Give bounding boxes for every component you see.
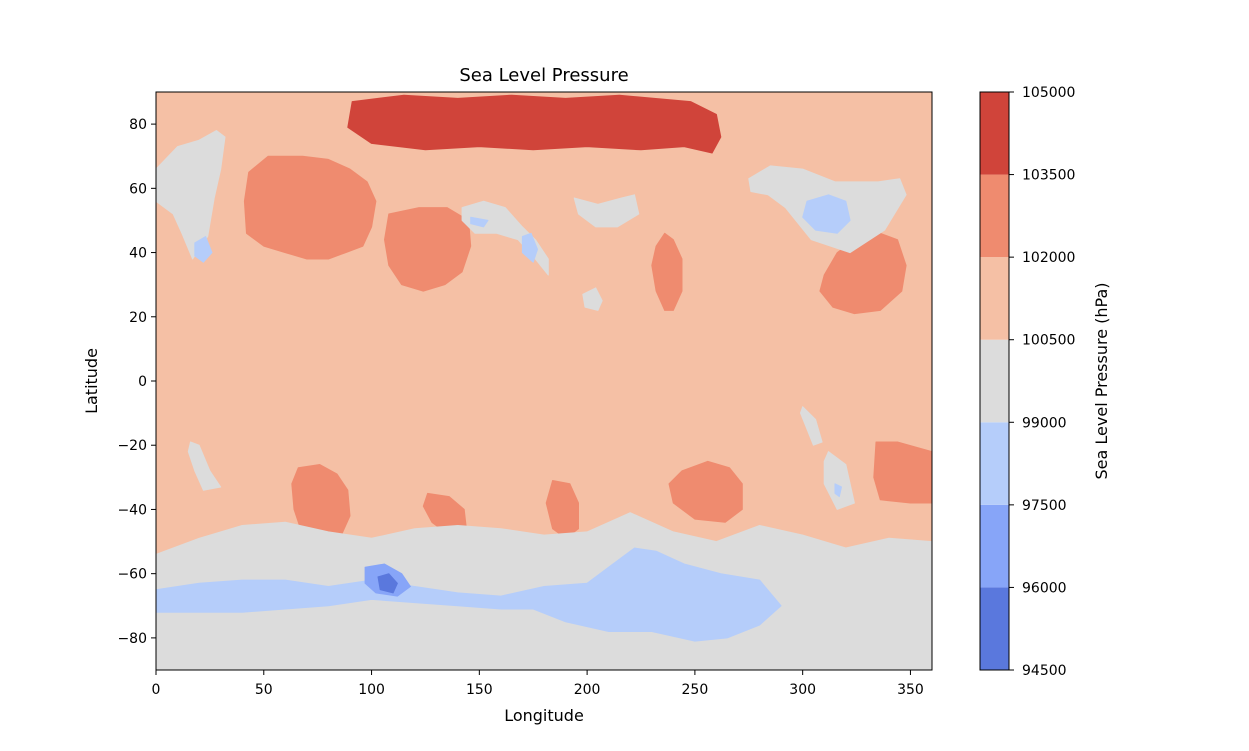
- contour-region-22: [582, 287, 603, 311]
- colorbar-tick-label: 103500: [1022, 168, 1075, 184]
- colorbar-tick-label: 96000: [1022, 580, 1067, 596]
- y-tick-label: 20: [129, 310, 147, 326]
- x-tick-label: 50: [255, 682, 273, 698]
- y-axis-ticks: −80 −60 −40 −20 0 20 40 60 80: [117, 117, 156, 647]
- x-tick-label: 250: [682, 682, 709, 698]
- colorbar-swatch-6: [980, 92, 1009, 175]
- y-tick-label: 60: [129, 181, 147, 197]
- colorbar-swatch-1: [980, 504, 1009, 588]
- contour-region-24: [800, 406, 823, 446]
- y-tick-label: −20: [117, 438, 147, 454]
- x-tick-label: 0: [152, 682, 161, 698]
- x-tick-label: 300: [789, 682, 816, 698]
- colorbar-label: Sea Level Pressure (hPa): [1092, 283, 1111, 480]
- x-tick-label: 200: [574, 682, 601, 698]
- contour-region-17: [802, 194, 851, 234]
- contour-region-15: [194, 236, 213, 263]
- colorbar-tick-label: 102000: [1022, 250, 1075, 266]
- contour-region-1: [243, 155, 377, 260]
- y-tick-label: −40: [117, 502, 147, 518]
- contour-region-21: [573, 194, 640, 228]
- contour-region-9: [873, 441, 932, 504]
- y-tick-label: 80: [129, 117, 147, 133]
- x-tick-label: 150: [466, 682, 493, 698]
- contour-region-8: [668, 460, 743, 523]
- contour-region-25: [823, 451, 855, 510]
- chart-title: Sea Level Pressure: [459, 65, 628, 86]
- colorbar-tick-label: 105000: [1022, 85, 1075, 101]
- x-axis-label: Longitude: [504, 706, 584, 725]
- colorbar-tick-label: 100500: [1022, 333, 1075, 349]
- y-axis-label: Latitude: [82, 348, 101, 414]
- colorbar-tick-label: 97500: [1022, 498, 1067, 514]
- contour-region-2: [384, 207, 472, 292]
- x-tick-label: 100: [358, 682, 385, 698]
- y-tick-label: −80: [117, 631, 147, 647]
- contour-region-0: [347, 94, 722, 154]
- x-tick-label: 350: [897, 682, 924, 698]
- colorbar-tick-label: 99000: [1022, 415, 1067, 431]
- y-tick-label: 0: [138, 374, 147, 390]
- y-tick-label: −60: [117, 567, 147, 583]
- contour-region-14: [156, 130, 226, 260]
- colorbar-tick-label: 94500: [1022, 663, 1067, 679]
- contour-regions: [156, 94, 932, 670]
- contour-region-19: [470, 216, 489, 228]
- colorbar-swatch-0: [980, 587, 1009, 670]
- colorbar-swatch-5: [980, 174, 1009, 258]
- contour-region-4: [651, 232, 683, 311]
- contour-region-23: [187, 441, 222, 491]
- colorbar-swatch-4: [980, 257, 1009, 340]
- x-axis-ticks: 0 50 100 150 200 250 300 350: [152, 670, 924, 698]
- contour-region-20: [521, 232, 538, 263]
- plot-area: [156, 92, 932, 670]
- colorbar-frame: [979, 91, 1010, 671]
- colorbar-swatch-3: [980, 339, 1009, 423]
- colorbar-swatch-2: [980, 422, 1009, 505]
- y-tick-label: 40: [129, 246, 147, 262]
- colorbar: 94500 96000 97500 99000 100500 102000 103500 10…: [979, 85, 1075, 679]
- contour-region-13: [377, 573, 398, 594]
- contour-region-26: [834, 483, 842, 498]
